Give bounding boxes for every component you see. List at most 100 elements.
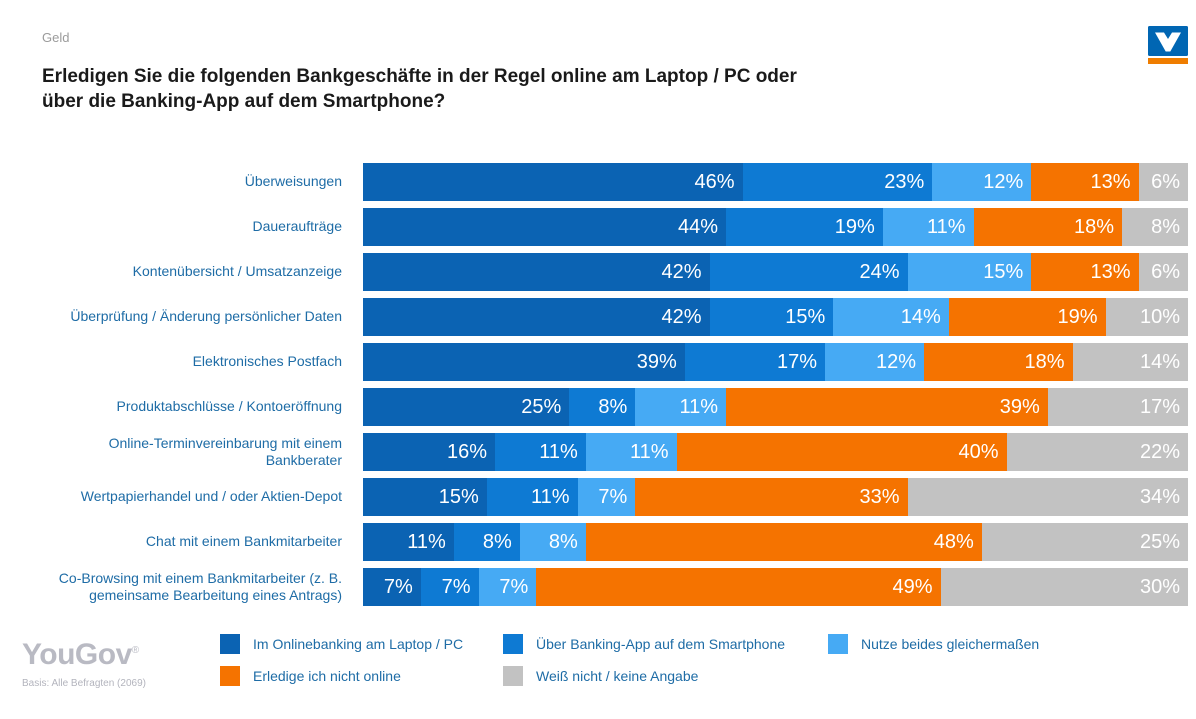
vr-bank-logo bbox=[1148, 26, 1188, 66]
chart-row: Kontenübersicht / Umsatzanzeige 42% 24% 15%… bbox=[42, 253, 1188, 291]
segment-value: 16% bbox=[446, 440, 487, 463]
segment-value: 39% bbox=[999, 395, 1040, 418]
bar-segment-wei-nicht-keine-angabe: 22% bbox=[1006, 433, 1188, 471]
category-label: Online-Terminvereinbarung mit einem Bank… bbox=[108, 434, 342, 468]
segment-value: 6% bbox=[1151, 260, 1180, 283]
bar-segment-ber-banking-app-auf-dem-smartphone: 7% bbox=[420, 568, 479, 606]
segment-value: 13% bbox=[1090, 170, 1131, 193]
chart-row: Überweisungen 46% 23% 12% 13% 6% bbox=[42, 163, 1188, 201]
bar-segment-im-onlinebanking-am-laptop-pc: 25% bbox=[363, 388, 570, 426]
chart-legend: Im Onlinebanking am Laptop / PC Über Bank… bbox=[220, 634, 1039, 686]
legend-label: Nutze beides gleichermaßen bbox=[861, 636, 1040, 652]
bar-segment-ber-banking-app-auf-dem-smartphone: 17% bbox=[684, 343, 825, 381]
bar-segment-nutze-beides-gleicherma-en: 7% bbox=[577, 478, 636, 516]
bar-segment-nutze-beides-gleicherma-en: 11% bbox=[585, 433, 677, 471]
yougov-logo-text: YouGov bbox=[22, 638, 132, 671]
segment-value: 7% bbox=[383, 575, 413, 598]
legend-item-im-onlinebanking-am-laptop-pc: Im Onlinebanking am Laptop / PC bbox=[220, 634, 503, 654]
segment-value: 14% bbox=[1139, 350, 1180, 373]
segment-value: 39% bbox=[636, 350, 677, 373]
category-label: Elektronisches Postfach bbox=[192, 353, 342, 370]
segment-value: 7% bbox=[441, 575, 471, 598]
legend-item-wei-nicht-keine-angabe: Weiß nicht / keine Angabe bbox=[503, 666, 828, 686]
segment-value: 12% bbox=[875, 350, 916, 373]
bar-segment-ber-banking-app-auf-dem-smartphone: 23% bbox=[742, 163, 933, 201]
segment-value: 15% bbox=[438, 485, 479, 508]
segment-value: 11% bbox=[539, 440, 578, 463]
legend-item-ber-banking-app-auf-dem-smartphone: Über Banking-App auf dem Smartphone bbox=[503, 634, 828, 654]
page-title: Erledigen Sie die folgenden Bankgeschäft… bbox=[42, 66, 797, 113]
stacked-bar: 42% 24% 15% 13% 6% bbox=[363, 253, 1188, 291]
vr-bank-logo-graphic bbox=[1148, 26, 1188, 64]
segment-value: 44% bbox=[677, 215, 718, 238]
segment-value: 11% bbox=[679, 395, 718, 418]
stacked-bar: 46% 23% 12% 13% 6% bbox=[363, 163, 1188, 201]
bar-segment-im-onlinebanking-am-laptop-pc: 15% bbox=[363, 478, 487, 516]
category-label: Chat mit einem Bankmitarbeiter bbox=[145, 533, 342, 550]
segment-value: 7% bbox=[499, 575, 529, 598]
bar-segment-nutze-beides-gleicherma-en: 14% bbox=[833, 298, 949, 336]
registered-mark: ® bbox=[131, 645, 139, 656]
bar-segment-ber-banking-app-auf-dem-smartphone: 8% bbox=[453, 523, 520, 561]
category-eyebrow: Geld bbox=[42, 30, 70, 45]
bar-segment-wei-nicht-keine-angabe: 8% bbox=[1122, 208, 1188, 246]
stacked-bar: 39% 17% 12% 18% 14% bbox=[363, 343, 1188, 381]
segment-value: 25% bbox=[1139, 530, 1180, 553]
legend-label: Erledige ich nicht online bbox=[253, 668, 401, 684]
bar-segment-im-onlinebanking-am-laptop-pc: 44% bbox=[363, 208, 726, 246]
segment-value: 8% bbox=[1151, 215, 1180, 238]
segment-value: 48% bbox=[933, 530, 974, 553]
bar-segment-wei-nicht-keine-angabe: 10% bbox=[1105, 298, 1188, 336]
segment-value: 18% bbox=[1024, 350, 1065, 373]
category-label: Wertpapierhandel und / oder Aktien-Depot bbox=[80, 488, 342, 505]
bar-segment-im-onlinebanking-am-laptop-pc: 42% bbox=[363, 253, 710, 291]
category-label: Kontenübersicht / Umsatzanzeige bbox=[132, 263, 342, 280]
segment-value: 11% bbox=[926, 215, 966, 238]
legend-swatch bbox=[828, 634, 848, 654]
bar-segment-erledige-ich-nicht-online: 48% bbox=[585, 523, 982, 561]
segment-value: 42% bbox=[661, 305, 702, 328]
segment-value: 34% bbox=[1139, 485, 1180, 508]
segment-value: 46% bbox=[694, 170, 735, 193]
bar-segment-ber-banking-app-auf-dem-smartphone: 11% bbox=[486, 478, 578, 516]
segment-value: 19% bbox=[1057, 305, 1098, 328]
segment-value: 7% bbox=[598, 485, 628, 508]
bar-segment-nutze-beides-gleicherma-en: 11% bbox=[635, 388, 726, 426]
bar-segment-im-onlinebanking-am-laptop-pc: 46% bbox=[363, 163, 743, 201]
bar-segment-wei-nicht-keine-angabe: 6% bbox=[1138, 163, 1188, 201]
segment-value: 8% bbox=[548, 530, 578, 553]
segment-value: 40% bbox=[958, 440, 999, 463]
stacked-bar: 11% 8% 8% 48% 25% bbox=[363, 523, 1188, 561]
segment-value: 8% bbox=[598, 395, 628, 418]
segment-value: 6% bbox=[1151, 170, 1180, 193]
legend-item-nutze-beides-gleicherma-en: Nutze beides gleichermaßen bbox=[828, 634, 1039, 654]
segment-value: 13% bbox=[1090, 260, 1131, 283]
bar-segment-ber-banking-app-auf-dem-smartphone: 8% bbox=[569, 388, 636, 426]
chart-row: Überprüfung / Änderung persönlicher Date… bbox=[42, 298, 1188, 336]
chart-row: Elektronisches Postfach 39% 17% 12% 18% 14% bbox=[42, 343, 1188, 381]
category-label: Überweisungen bbox=[244, 173, 342, 190]
bar-segment-im-onlinebanking-am-laptop-pc: 7% bbox=[363, 568, 421, 606]
bar-segment-wei-nicht-keine-angabe: 14% bbox=[1072, 343, 1188, 381]
bar-segment-nutze-beides-gleicherma-en: 8% bbox=[519, 523, 586, 561]
segment-value: 17% bbox=[776, 350, 817, 373]
stacked-bar: 16% 11% 11% 40% 22% bbox=[363, 433, 1188, 471]
segment-value: 11% bbox=[629, 440, 669, 463]
category-label: Überprüfung / Änderung persönlicher Date… bbox=[70, 308, 342, 325]
legend-swatch bbox=[503, 634, 523, 654]
stacked-bar: 44% 19% 11% 18% 8% bbox=[363, 208, 1188, 246]
bar-segment-im-onlinebanking-am-laptop-pc: 42% bbox=[363, 298, 710, 336]
segment-value: 14% bbox=[900, 305, 941, 328]
bar-segment-nutze-beides-gleicherma-en: 7% bbox=[478, 568, 537, 606]
bar-segment-nutze-beides-gleicherma-en: 12% bbox=[825, 343, 924, 381]
stacked-bar: 15% 11% 7% 33% 34% bbox=[363, 478, 1188, 516]
segment-value: 8% bbox=[482, 530, 512, 553]
segment-value: 17% bbox=[1139, 395, 1180, 418]
stacked-bar: 7% 7% 7% 49% 30% bbox=[363, 568, 1188, 606]
legend-swatch bbox=[503, 666, 523, 686]
legend-label: Über Banking-App auf dem Smartphone bbox=[536, 636, 786, 652]
segment-value: 24% bbox=[859, 260, 900, 283]
category-label: Produktabschlüsse / Kontoeröffnung bbox=[116, 398, 342, 415]
segment-value: 11% bbox=[407, 530, 446, 553]
bar-segment-im-onlinebanking-am-laptop-pc: 16% bbox=[363, 433, 495, 471]
